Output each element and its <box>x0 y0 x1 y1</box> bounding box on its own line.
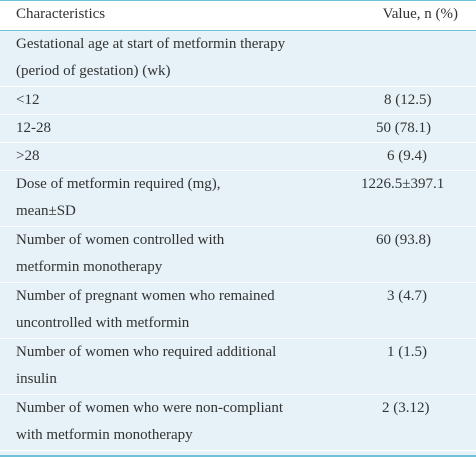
row-label-line: Number of women controlled with <box>16 232 225 248</box>
row-label-line: with metformin monotherapy <box>16 427 193 443</box>
row-label-line: (period of gestation) (wk) <box>16 63 171 79</box>
row-label-line: >28 <box>16 148 40 164</box>
row-label-line: metformin monotherapy <box>16 259 163 275</box>
bottom-rule <box>0 455 476 457</box>
row-label: Number of women who required additional … <box>16 339 276 393</box>
row-label: Number of pregnant women who remained un… <box>16 283 275 337</box>
row-label-line: Number of women who were non-compliant <box>16 400 284 416</box>
row-label-line: Number of pregnant women who remained <box>16 288 275 304</box>
row-label: Number of women who were non-compliant w… <box>16 395 283 449</box>
row-label-line: Dose of metformin required (mg), <box>16 176 221 192</box>
table-row: Dose of metformin required (mg), mean±SD… <box>0 171 476 227</box>
row-value: 50 (78.1) <box>376 120 431 136</box>
row-value: 60 (93.8) <box>376 232 431 248</box>
row-label-line: insulin <box>16 371 57 387</box>
row-label-line: <12 <box>16 92 40 108</box>
table-row: Number of women who were non-compliant w… <box>0 395 476 451</box>
row-label: Number of women controlled with metformi… <box>16 227 224 281</box>
table-header: Characteristics Value, n (%) <box>0 0 476 31</box>
row-label-line: uncontrolled with metformin <box>16 315 190 331</box>
row-value: 1 (1.5) <box>387 344 427 360</box>
row-label-line: Gestational age at start of metformin th… <box>16 36 286 52</box>
table-row: Gestational age at start of metformin th… <box>0 31 476 87</box>
row-value: 6 (9.4) <box>387 148 427 164</box>
row-value: 3 (4.7) <box>387 288 427 304</box>
table-row: Number of women controlled with metformi… <box>0 227 476 283</box>
table-row: Number of women who required additional … <box>0 339 476 395</box>
row-value: 8 (12.5) <box>384 92 432 108</box>
row-value: 2 (3.12) <box>382 400 430 416</box>
row-label: >28 <box>16 143 39 170</box>
table-row: Number of pregnant women who remained un… <box>0 283 476 339</box>
row-label-line: mean±SD <box>16 203 76 219</box>
table-row: <12 8 (12.5) <box>0 87 476 115</box>
row-label: Gestational age at start of metformin th… <box>16 31 285 85</box>
row-label: Dose of metformin required (mg), mean±SD <box>16 171 221 225</box>
row-label: <12 <box>16 87 39 114</box>
header-characteristics: Characteristics <box>16 6 106 22</box>
row-value: 1226.5±397.1 <box>361 176 445 192</box>
row-label-line: Number of women who required additional <box>16 344 277 360</box>
row-label-line: 12-28 <box>16 120 51 136</box>
table-row: 12-28 50 (78.1) <box>0 115 476 143</box>
table-row: >28 6 (9.4) <box>0 143 476 171</box>
row-label: 12-28 <box>16 115 51 142</box>
header-value: Value, n (%) <box>382 6 458 22</box>
